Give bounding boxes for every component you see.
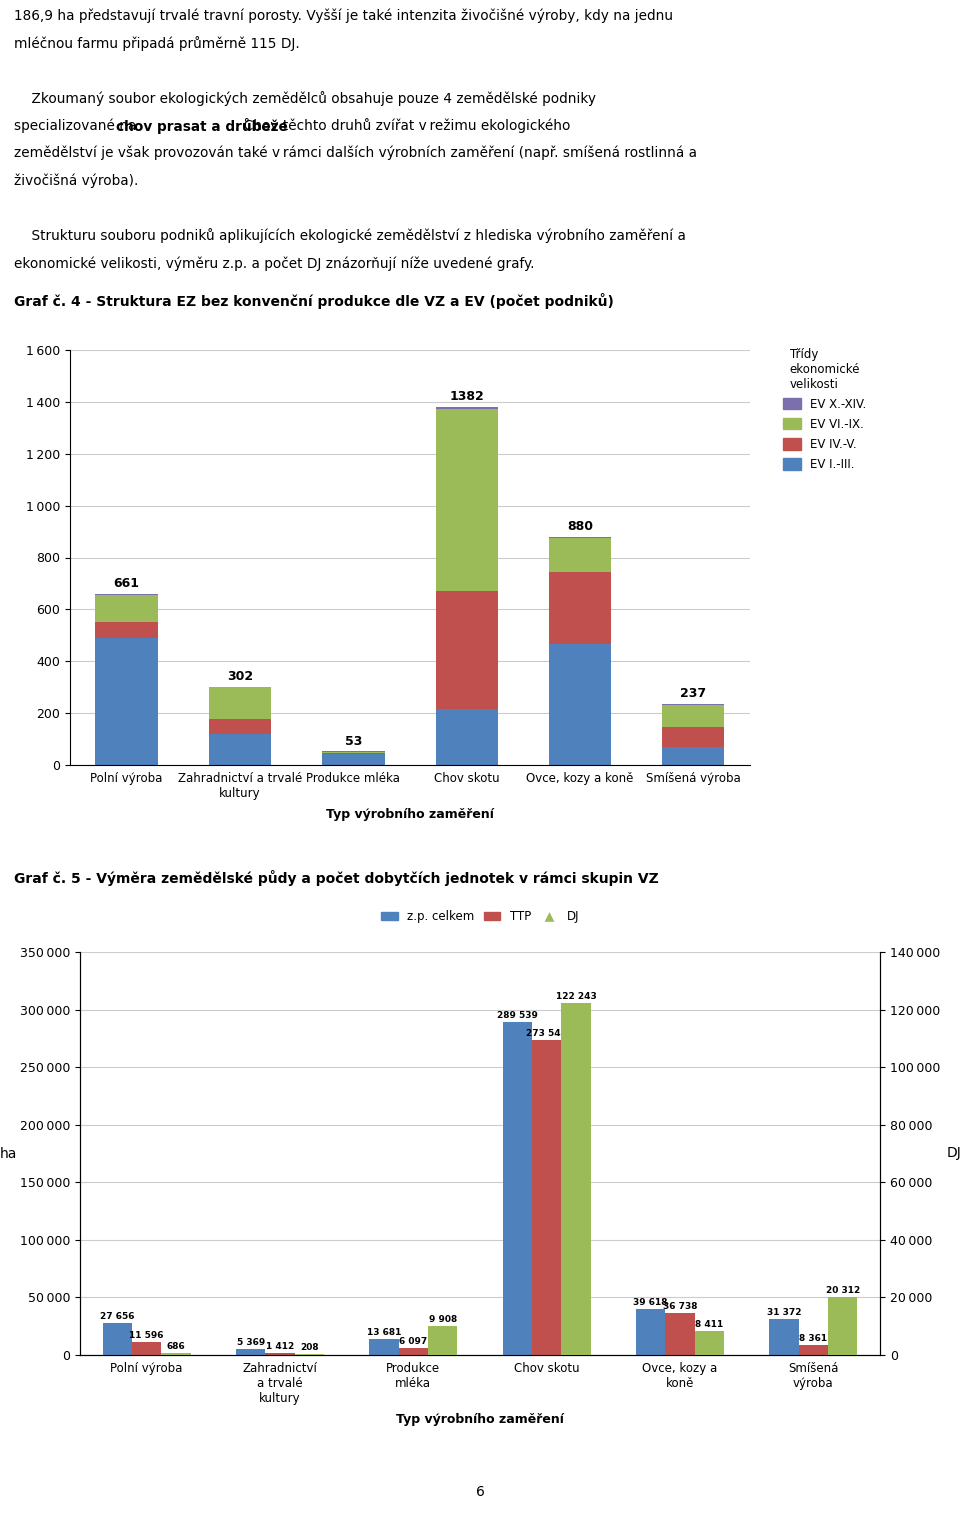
Text: 8 411: 8 411	[695, 1320, 724, 1329]
Bar	[436, 591, 498, 709]
Text: Graf č. 4 - Struktura EZ bez konvenční produkce dle VZ a EV (počet podniků): Graf č. 4 - Struktura EZ bez konvenční p…	[14, 292, 614, 309]
Y-axis label: DJ: DJ	[947, 1147, 960, 1160]
Bar	[828, 1297, 857, 1354]
Bar	[323, 754, 385, 765]
Bar	[769, 1320, 799, 1354]
Bar	[428, 1327, 457, 1354]
X-axis label: Typ výrobního zaměření: Typ výrobního zaměření	[396, 1413, 564, 1426]
Text: 1382: 1382	[449, 389, 484, 403]
Bar	[236, 1348, 265, 1354]
Bar	[662, 704, 725, 727]
Text: 273 546: 273 546	[526, 1029, 567, 1038]
Text: 237: 237	[681, 686, 707, 700]
Bar	[370, 1339, 398, 1354]
Text: 186,9 ha představují trvalé travní porosty. Vyšší je také intenzita živočišné vý: 186,9 ha představují trvalé travní poros…	[14, 9, 673, 23]
Text: 11 596: 11 596	[130, 1330, 164, 1339]
Text: 39 618: 39 618	[634, 1298, 668, 1307]
Bar	[695, 1330, 724, 1354]
Bar	[323, 751, 385, 753]
Text: živočišná výroba).: živočišná výroba).	[14, 174, 139, 188]
Text: 6: 6	[475, 1485, 485, 1498]
Text: 6 097: 6 097	[399, 1336, 427, 1345]
Bar	[799, 1345, 828, 1354]
Bar	[562, 1003, 590, 1354]
Text: 302: 302	[227, 670, 253, 683]
Text: 122 243: 122 243	[556, 992, 596, 1001]
Bar	[503, 1021, 532, 1354]
Bar	[132, 1342, 161, 1354]
Bar	[532, 1039, 562, 1354]
Text: 880: 880	[567, 520, 593, 533]
Bar	[103, 1323, 132, 1354]
Text: 27 656: 27 656	[100, 1312, 134, 1321]
Bar	[662, 727, 725, 747]
Text: 661: 661	[113, 577, 139, 589]
Bar	[636, 1309, 665, 1354]
Text: 20 312: 20 312	[826, 1286, 860, 1294]
Bar	[95, 623, 157, 638]
Text: mléčnou farmu připadá průměrně 115 DJ.: mléčnou farmu připadá průměrně 115 DJ.	[14, 36, 300, 52]
Text: specializované na: specializované na	[14, 118, 141, 133]
Text: 8 361: 8 361	[800, 1335, 828, 1344]
Legend: EV X.-XIV., EV VI.-IX., EV IV.-V., EV I.-III.: EV X.-XIV., EV VI.-IX., EV IV.-V., EV I.…	[783, 347, 867, 471]
Bar	[665, 1312, 695, 1354]
Bar	[95, 638, 157, 765]
Bar	[161, 1353, 191, 1354]
Bar	[662, 747, 725, 765]
Text: 36 738: 36 738	[662, 1301, 697, 1310]
Bar	[398, 1348, 428, 1354]
Text: 5 369: 5 369	[236, 1338, 265, 1347]
Bar	[436, 406, 498, 409]
Legend: z.p. celkem, TTP, DJ: z.p. celkem, TTP, DJ	[376, 906, 584, 929]
Bar	[265, 1353, 295, 1354]
Text: chov prasat a drůbeže: chov prasat a drůbeže	[116, 118, 288, 135]
Text: Graf č. 5 - Výměra zemědělské půdy a počet dobytčích jednotek v rámci skupin VZ: Graf č. 5 - Výměra zemědělské půdy a poč…	[14, 870, 660, 886]
Bar	[549, 538, 612, 571]
Text: 208: 208	[300, 1344, 319, 1353]
Text: . Chov těchto druhů zvířat v režimu ekologického: . Chov těchto druhů zvířat v režimu ekol…	[235, 118, 570, 133]
Text: 31 372: 31 372	[767, 1307, 802, 1317]
Y-axis label: ha: ha	[0, 1147, 17, 1160]
Bar	[95, 594, 157, 623]
Text: ekonomické velikosti, výměru z.p. a počet DJ znázorňují níže uvedené grafy.: ekonomické velikosti, výměru z.p. a poče…	[14, 256, 535, 271]
Bar	[436, 409, 498, 591]
Text: zemědělství je však provozován také v rámci dalších výrobních zaměření (např. sm: zemědělství je však provozován také v rá…	[14, 145, 697, 161]
Text: Strukturu souboru podniků aplikujících ekologické zemědělství z hlediska výrobní: Strukturu souboru podniků aplikujících e…	[14, 229, 686, 244]
Bar	[549, 571, 612, 644]
Text: 53: 53	[345, 735, 362, 747]
Bar	[209, 733, 271, 765]
Bar	[209, 718, 271, 733]
Bar	[209, 688, 271, 718]
Text: Zkoumaný soubor ekologických zemědělců obsahuje pouze 4 zemědělské podniky: Zkoumaný soubor ekologických zemědělců o…	[14, 91, 596, 106]
Text: 686: 686	[167, 1342, 185, 1351]
Text: 1 412: 1 412	[266, 1342, 294, 1351]
Bar	[549, 644, 612, 765]
Bar	[436, 709, 498, 765]
Text: 9 908: 9 908	[428, 1315, 457, 1324]
X-axis label: Typ výrobního zaměření: Typ výrobního zaměření	[326, 809, 494, 821]
Text: 289 539: 289 539	[497, 1011, 538, 1020]
Text: 13 681: 13 681	[367, 1329, 401, 1338]
